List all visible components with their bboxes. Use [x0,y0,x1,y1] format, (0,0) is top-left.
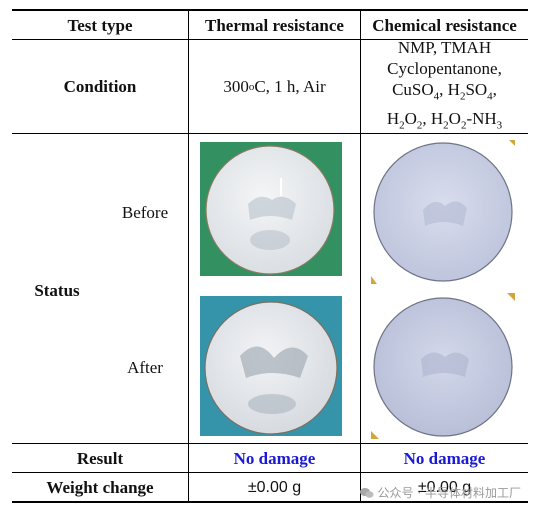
column-divider-1 [188,10,189,502]
column-divider-2 [360,10,361,502]
table-top-border [12,9,528,11]
header-chemical-resistance: Chemical resistance [372,15,517,35]
weight-change-thermal-value: ±0.00 g [247,478,302,496]
header-bottom-border [12,39,528,40]
thermal-after-wafer-image [200,296,342,436]
result-label: Result [76,448,124,468]
condition-chemical: NMP, TMAH Cyclopentanone, CuSO4, H2SO4, … [361,38,528,133]
condition-chemical-line-3: CuSO4, H2SO4, [392,80,497,103]
result-thermal-value: No damage [233,448,316,468]
condition-thermal: 300 o C, 1 h, Air [223,77,326,96]
condition-chemical-line-1: NMP, TMAH [397,38,492,58]
header-thermal-resistance: Thermal resistance [205,15,344,35]
condition-chemical-line-2: Cyclopentanone, [387,59,502,79]
status-label: Status [34,280,80,300]
weight-change-chemical-value: ±0.00 g [417,478,472,496]
chemical-after-wafer-image [371,293,515,439]
condition-bottom-border [12,133,528,134]
condition-thermal-value: 300 [223,77,249,96]
watermark: 公众号 · 半导体材料加工厂 [359,484,521,501]
weight-change-label: Weight change [46,477,154,497]
result-bottom-border [12,472,528,473]
condition-chemical-line-4: H2O2, H2O2-NH3 [386,108,503,131]
condition-thermal-rest: C, 1 h, Air [254,77,326,96]
status-before-label: Before [121,202,169,222]
status-bottom-border [12,443,528,444]
condition-label: Condition [63,77,137,96]
header-test-type: Test type [67,15,133,35]
thermal-before-wafer-image [200,142,342,276]
chemical-before-wafer-image [371,140,515,284]
watermark-text: 公众号 · 半导体材料加工厂 [377,486,521,500]
status-after-label: After [127,357,163,377]
wechat-icon [359,487,374,499]
table-bottom-border [12,501,528,503]
result-chemical-value: No damage [403,448,486,468]
